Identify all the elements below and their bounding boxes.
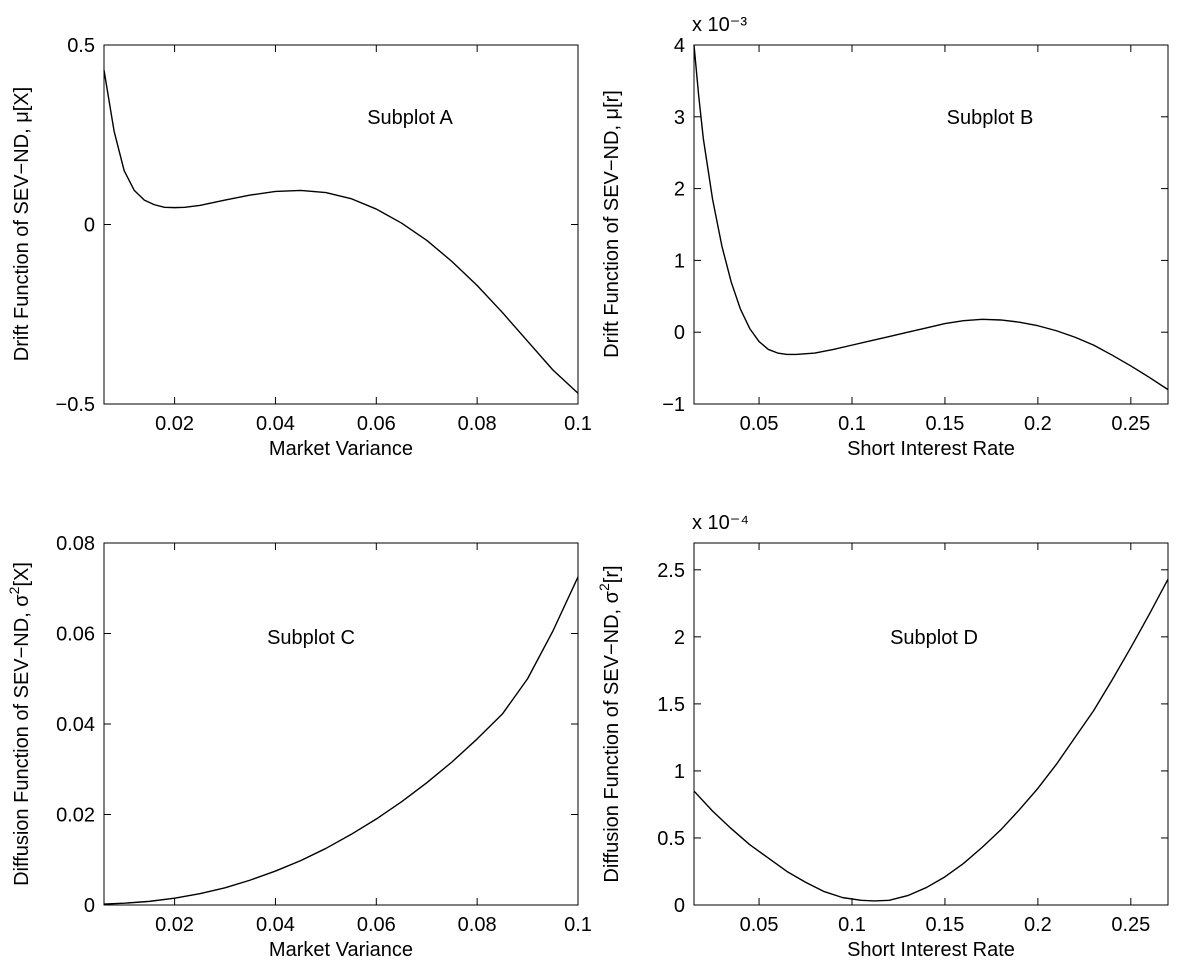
y-tick-label: 1 bbox=[674, 250, 685, 272]
y-axis-label-superscript: 2 bbox=[596, 583, 612, 591]
y-tick-label: 0.02 bbox=[56, 805, 95, 827]
y-axis-label-main: Diffusion Function of SEV−ND, σ bbox=[601, 590, 623, 882]
y-tick-label: 1 bbox=[674, 761, 685, 783]
y-tick-label: 0.04 bbox=[56, 714, 95, 736]
y-tick-label: 0 bbox=[674, 322, 685, 344]
y-axis-label-main: Drift Function of SEV−ND, μ[X] bbox=[11, 87, 33, 361]
subplot-c: 0.02 0.04 0.06 0.08 0.1 0 0.02 0.04 0.06 0.08 Subp… bbox=[6, 533, 592, 961]
x-tick-label: 0.04 bbox=[256, 413, 295, 435]
y-tick-label: −1 bbox=[662, 394, 685, 416]
y-axis-label-main: Diffusion Function of SEV−ND, σ bbox=[11, 594, 33, 886]
x-tick-label: 0.15 bbox=[925, 914, 964, 936]
x-tick-label: 0.1 bbox=[564, 914, 592, 936]
y-axis-label: Drift Function of SEV−ND, μ[r] bbox=[601, 90, 623, 358]
x-tick-label: 0.2 bbox=[1024, 413, 1052, 435]
subplot-annotation: Subplot D bbox=[890, 627, 978, 649]
axes-box bbox=[103, 542, 579, 906]
series-line bbox=[693, 44, 1169, 391]
y-tick-label: 0.08 bbox=[56, 533, 95, 555]
y-tick-label: 0 bbox=[674, 895, 685, 917]
series-line bbox=[103, 70, 579, 394]
y-tick-label: 4 bbox=[674, 35, 685, 57]
x-tick-label: 0.08 bbox=[458, 914, 497, 936]
subplot-annotation: Subplot B bbox=[947, 107, 1034, 129]
y-axis-label: Diffusion Function of SEV−ND, σ2[X] bbox=[6, 562, 33, 886]
y-tick-label: 1.5 bbox=[657, 694, 685, 716]
subplot-d: 0.05 0.1 0.15 0.2 0.25 0 0.5 1 1.5 2 2.5 Subplot D S… bbox=[596, 512, 1169, 961]
y-axis-label-superscript: 2 bbox=[6, 586, 22, 594]
x-tick-label: 0.08 bbox=[458, 413, 497, 435]
x-tick-label: 0.2 bbox=[1024, 914, 1052, 936]
subplot-annotation: Subplot C bbox=[267, 627, 355, 649]
subplot-b: 0.05 0.1 0.15 0.2 0.25 −1 0 1 2 3 4 Subplot B Short … bbox=[601, 14, 1169, 460]
x-tick-label: 0.05 bbox=[740, 413, 779, 435]
x-tick-label: 0.25 bbox=[1111, 413, 1150, 435]
axis-exponent-label: x 10⁻⁴ bbox=[692, 512, 749, 534]
x-tick-label: 0.06 bbox=[357, 914, 396, 936]
x-tick-label: 0.05 bbox=[740, 914, 779, 936]
y-axis-label: Drift Function of SEV−ND, μ[X] bbox=[11, 87, 33, 361]
y-tick-label: −0.5 bbox=[56, 394, 95, 416]
axes-box bbox=[103, 44, 579, 405]
series-line bbox=[103, 576, 579, 905]
x-tick-label: 0.02 bbox=[155, 413, 194, 435]
y-axis-label-tail: [X] bbox=[11, 562, 33, 586]
y-axis-label: Diffusion Function of SEV−ND, σ2[r] bbox=[596, 565, 623, 882]
x-tick-label: 0.06 bbox=[357, 413, 396, 435]
x-tick-label: 0.1 bbox=[838, 413, 866, 435]
x-tick-label: 0.1 bbox=[838, 914, 866, 936]
x-tick-label: 0.02 bbox=[155, 914, 194, 936]
x-tick-label: 0.1 bbox=[564, 413, 592, 435]
y-tick-label: 0.5 bbox=[67, 35, 95, 57]
subplot-a: 0.02 0.04 0.06 0.08 0.1 −0.5 0 0.5 Subplot A Mark… bbox=[11, 35, 592, 460]
y-tick-label: 0.06 bbox=[56, 624, 95, 646]
y-tick-label: 0.5 bbox=[657, 828, 685, 850]
y-tick-label: 2 bbox=[674, 627, 685, 649]
axes-box bbox=[693, 542, 1169, 906]
subplot-annotation: Subplot A bbox=[367, 107, 453, 129]
y-tick-label: 2.5 bbox=[657, 560, 685, 582]
series-line bbox=[693, 578, 1169, 902]
axis-exponent-label: x 10⁻³ bbox=[692, 14, 747, 36]
x-axis-label: Market Variance bbox=[269, 438, 413, 460]
x-tick-label: 0.25 bbox=[1111, 914, 1150, 936]
y-tick-label: 3 bbox=[674, 107, 685, 129]
x-tick-label: 0.04 bbox=[256, 914, 295, 936]
axes-box bbox=[693, 44, 1169, 405]
x-axis-label: Short Interest Rate bbox=[847, 939, 1015, 961]
x-axis-label: Market Variance bbox=[269, 939, 413, 961]
y-tick-label: 2 bbox=[674, 179, 685, 201]
y-axis-label-main: Drift Function of SEV−ND, μ[r] bbox=[601, 90, 623, 358]
x-axis-label: Short Interest Rate bbox=[847, 438, 1015, 460]
y-tick-label: 0 bbox=[84, 215, 95, 237]
x-tick-label: 0.15 bbox=[925, 413, 964, 435]
y-axis-label-tail: [r] bbox=[601, 565, 623, 583]
y-tick-label: 0 bbox=[84, 895, 95, 917]
